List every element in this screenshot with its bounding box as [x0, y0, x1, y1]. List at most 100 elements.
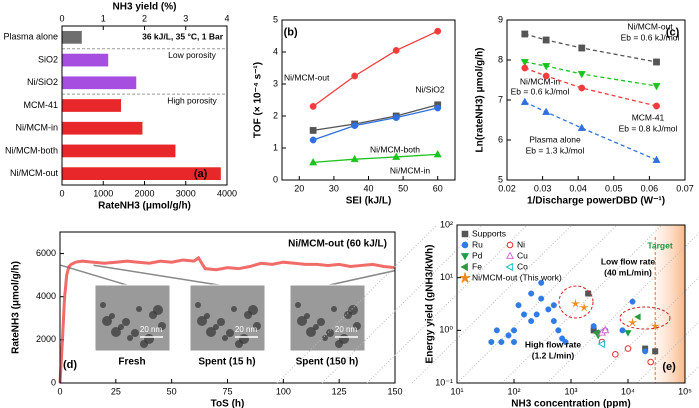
plot-frame: [456, 224, 686, 384]
legend-label: Ni/MCM-out (This work): [472, 272, 562, 282]
data-point: [651, 321, 660, 330]
x-tick-label: 0: [57, 386, 62, 396]
series-line: [524, 67, 657, 107]
x-tick-label: 10⁴: [621, 386, 635, 396]
inset-label: Spent (150 h): [296, 357, 359, 368]
legend-marker: [461, 241, 469, 249]
panel-label: (b): [284, 27, 298, 39]
x-tick-label: 4000: [217, 188, 237, 198]
data-point: [647, 358, 654, 366]
y-axis-label: Ln(rateNH3) μmol/g/h): [475, 47, 486, 152]
series-label: Ni/MCM-out: [284, 72, 330, 82]
panel-label: (d): [63, 359, 77, 371]
category-label: Ni/MCM-both: [5, 145, 58, 155]
x-tick-label: 30: [329, 183, 339, 193]
data-point: [624, 345, 632, 352]
data-point: [309, 103, 317, 110]
data-point: [521, 311, 528, 318]
particle: [244, 311, 252, 319]
particle: [127, 335, 133, 341]
annotation: High flow rate: [525, 339, 581, 349]
data-point: [562, 339, 569, 345]
particle: [335, 340, 343, 348]
x-tick-label: 10⁵: [678, 386, 692, 396]
particle: [306, 327, 316, 337]
y-tick-label: 2000: [36, 334, 56, 344]
panel-label: (e): [662, 361, 676, 373]
annotation: (1.2 L/min): [532, 350, 575, 360]
x-tick-label: 0.04: [569, 183, 587, 193]
series-label: Ni/MCM-out: [627, 21, 673, 31]
data-point: [309, 157, 318, 166]
data-point: [597, 339, 605, 349]
x-axis-label: ToS (h): [211, 399, 245, 408]
particle: [149, 311, 157, 319]
data-point: [652, 83, 661, 91]
x-tick-label: 75: [222, 386, 232, 396]
legend-label: Cu: [517, 250, 528, 260]
y-axis-label: RateNH3 (μmol/g/h): [11, 261, 22, 354]
particle: [235, 340, 243, 348]
y-tick-label: 10¹: [440, 272, 453, 282]
x-tick-label: 10³: [564, 386, 577, 396]
x2-tick-label: 4: [224, 13, 229, 23]
x-tick-label: 2000: [134, 188, 154, 198]
annotation: Eb = 1.3 kJ/mol: [526, 145, 585, 155]
data-point: [601, 325, 610, 334]
data-point: [624, 330, 632, 337]
inset-pointer: [93, 264, 226, 287]
data-point: [521, 30, 529, 38]
data-point: [434, 27, 442, 35]
particle: [122, 318, 130, 326]
data-point: [652, 348, 659, 355]
x-tick-label: 125: [332, 386, 347, 396]
series-label: Ni/MCM-in: [520, 76, 560, 86]
y-tick-label: 10⁰: [439, 325, 453, 335]
data-point: [488, 339, 495, 345]
plot-frame: [59, 231, 396, 384]
data-point: [309, 127, 317, 134]
bar: [62, 121, 143, 135]
x-tick-label: 25: [111, 386, 121, 396]
y-tick-label: 3: [273, 78, 278, 88]
data-point: [515, 302, 522, 309]
y-tick-label: 2: [273, 110, 278, 120]
y-tick-label: 6000: [36, 248, 56, 258]
data-point: [538, 279, 545, 286]
bar: [62, 76, 137, 90]
data-point: [433, 149, 442, 158]
x-axis-label: NH3 concentration (ppm): [511, 399, 630, 408]
annotation: 36 kJ/L, 35 °C, 1 Bar: [142, 32, 224, 42]
data-point: [653, 102, 660, 110]
panel-label: (c): [666, 27, 680, 39]
x-axis-label: RateNH3 (μmol/g/h): [98, 201, 191, 212]
x-tick-label: 1000: [93, 188, 113, 198]
bar: [62, 144, 176, 158]
particle: [102, 316, 112, 326]
annotation: Eb = 0.6 kJ/mol: [511, 86, 570, 96]
particle: [217, 318, 225, 326]
particle: [111, 327, 121, 337]
data-point: [434, 104, 442, 112]
x-tick-label: 10¹: [450, 386, 463, 396]
plot-frame: [61, 25, 228, 186]
series-line: [313, 153, 438, 164]
annotation: High porosity: [167, 95, 217, 105]
data-point: [351, 122, 359, 129]
y-tick-label: 0: [273, 174, 278, 184]
scale-bar-label: 20 nm: [140, 325, 163, 334]
x-tick-label: 0.02: [498, 183, 516, 193]
series-line: [312, 107, 438, 141]
x-tick-label: 20: [294, 183, 304, 193]
data-point: [542, 72, 550, 80]
particle: [317, 318, 325, 326]
inset-pointer: [324, 269, 396, 287]
data-point: [580, 303, 589, 312]
data-point: [498, 339, 505, 345]
legend-marker: [459, 272, 471, 283]
y-tick-label: 5: [498, 174, 503, 184]
annotation: (40 mL/min): [604, 267, 652, 277]
x-tick-label: 50: [167, 386, 177, 396]
scale-bar-label: 20 nm: [235, 325, 258, 334]
particle: [231, 306, 237, 312]
